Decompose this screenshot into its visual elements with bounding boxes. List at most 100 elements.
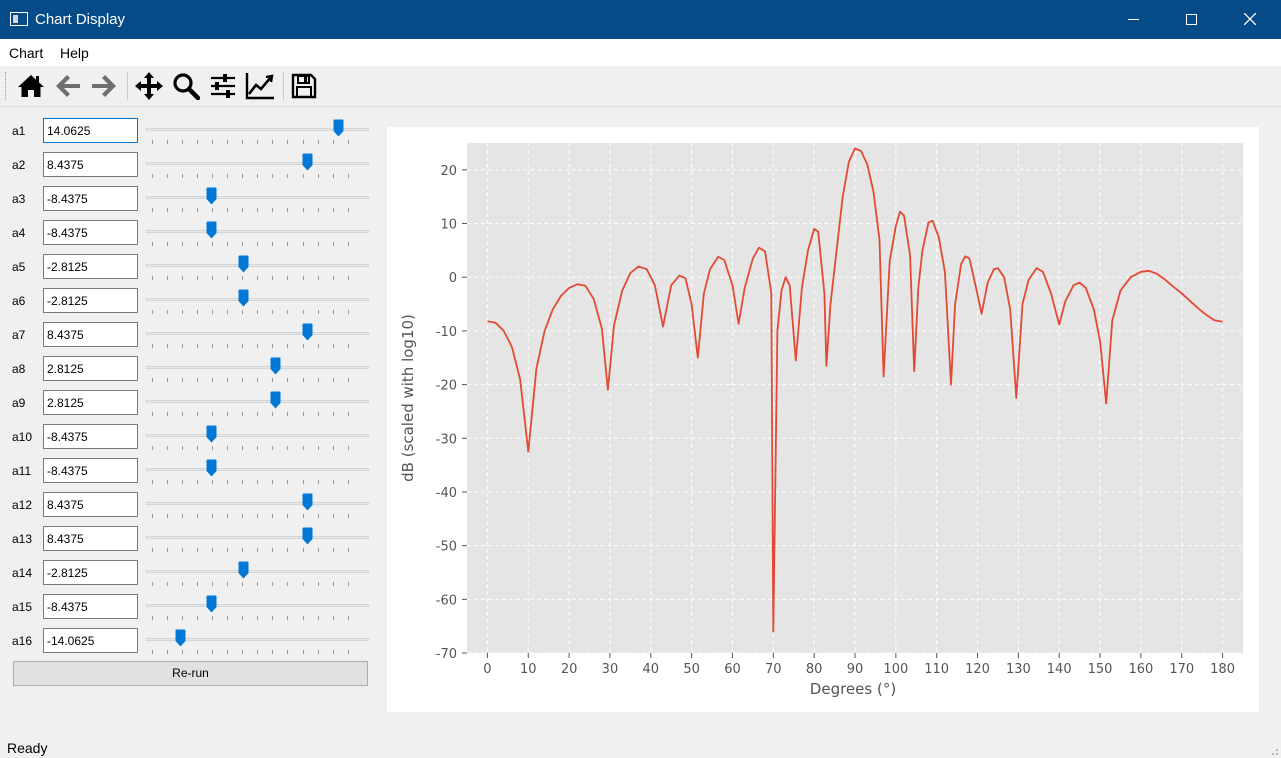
param-slider[interactable] bbox=[146, 527, 369, 554]
slider-tick bbox=[347, 480, 349, 484]
back-button[interactable] bbox=[52, 70, 84, 102]
param-slider[interactable] bbox=[146, 153, 369, 180]
slider-handle[interactable] bbox=[175, 629, 186, 647]
param-value-field[interactable] bbox=[43, 254, 138, 279]
forward-button[interactable] bbox=[88, 70, 120, 102]
slider-track[interactable] bbox=[146, 604, 369, 607]
param-value-field[interactable] bbox=[43, 118, 138, 143]
slider-track[interactable] bbox=[146, 196, 369, 199]
slider-track[interactable] bbox=[146, 162, 369, 165]
slider-tick bbox=[332, 446, 334, 450]
save-button[interactable] bbox=[288, 70, 320, 102]
slider-track[interactable] bbox=[146, 570, 369, 573]
slider-track[interactable] bbox=[146, 264, 369, 267]
param-value-field[interactable] bbox=[43, 356, 138, 381]
close-button[interactable] bbox=[1221, 0, 1279, 39]
slider-handle[interactable] bbox=[238, 561, 249, 579]
param-value-field[interactable] bbox=[43, 526, 138, 551]
param-slider[interactable] bbox=[146, 595, 369, 622]
slider-handle[interactable] bbox=[302, 493, 313, 511]
rerun-button[interactable]: Re-run bbox=[13, 661, 368, 686]
slider-tick bbox=[347, 242, 349, 246]
param-slider[interactable] bbox=[146, 255, 369, 282]
slider-tick bbox=[257, 514, 259, 518]
slider-tick bbox=[242, 514, 244, 518]
slider-handle[interactable] bbox=[206, 425, 217, 443]
slider-handle[interactable] bbox=[302, 527, 313, 545]
param-value-field[interactable] bbox=[43, 288, 138, 313]
param-value-field[interactable] bbox=[43, 458, 138, 483]
menu-help[interactable]: Help bbox=[60, 45, 89, 61]
slider-tick bbox=[167, 276, 169, 280]
slider-tick bbox=[167, 616, 169, 620]
slider-handle[interactable] bbox=[302, 323, 313, 341]
menu-chart[interactable]: Chart bbox=[9, 45, 44, 61]
slider-handle[interactable] bbox=[206, 595, 217, 613]
edit-axis-icon bbox=[245, 73, 274, 100]
slider-tick bbox=[242, 242, 244, 246]
param-value-field[interactable] bbox=[43, 220, 138, 245]
slider-track[interactable] bbox=[146, 468, 369, 471]
param-slider[interactable] bbox=[146, 221, 369, 248]
slider-track[interactable] bbox=[146, 230, 369, 233]
slider-tick bbox=[182, 378, 184, 382]
param-slider[interactable] bbox=[146, 391, 369, 418]
slider-track[interactable] bbox=[146, 638, 369, 641]
param-value-field[interactable] bbox=[43, 424, 138, 449]
slider-handle[interactable] bbox=[238, 289, 249, 307]
slider-tick bbox=[152, 616, 153, 620]
slider-tick bbox=[182, 208, 184, 212]
slider-handle[interactable] bbox=[302, 153, 313, 171]
slider-handle[interactable] bbox=[270, 391, 281, 409]
resize-grip-icon[interactable] bbox=[1269, 746, 1279, 756]
param-slider[interactable] bbox=[146, 323, 369, 350]
slider-tick bbox=[347, 140, 349, 144]
slider-handle[interactable] bbox=[206, 221, 217, 239]
slider-track[interactable] bbox=[146, 434, 369, 437]
param-value-field[interactable] bbox=[43, 152, 138, 177]
param-value-field[interactable] bbox=[43, 628, 138, 653]
param-value-field[interactable] bbox=[43, 322, 138, 347]
slider-tick bbox=[167, 446, 169, 450]
param-slider[interactable] bbox=[146, 493, 369, 520]
param-slider[interactable] bbox=[146, 425, 369, 452]
slider-handle[interactable] bbox=[270, 357, 281, 375]
maximize-button[interactable] bbox=[1162, 0, 1220, 39]
param-slider[interactable] bbox=[146, 629, 369, 656]
slider-tick bbox=[152, 582, 153, 586]
param-value-field[interactable] bbox=[43, 594, 138, 619]
slider-handle[interactable] bbox=[206, 187, 217, 205]
configure-subplots-button[interactable] bbox=[207, 70, 239, 102]
param-slider[interactable] bbox=[146, 187, 369, 214]
pan-button[interactable] bbox=[133, 70, 165, 102]
slider-tick bbox=[197, 412, 199, 416]
slider-track[interactable] bbox=[146, 536, 369, 539]
minimize-button[interactable] bbox=[1104, 0, 1162, 39]
x-tick-label: 90 bbox=[847, 662, 864, 677]
slider-track[interactable] bbox=[146, 400, 369, 403]
slider-track[interactable] bbox=[146, 332, 369, 335]
x-tick-label: 180 bbox=[1210, 662, 1235, 677]
slider-handle[interactable] bbox=[238, 255, 249, 273]
edit-axis-button[interactable] bbox=[244, 70, 276, 102]
slider-tick bbox=[242, 276, 244, 280]
param-value-field[interactable] bbox=[43, 492, 138, 517]
param-slider[interactable] bbox=[146, 459, 369, 486]
slider-track[interactable] bbox=[146, 502, 369, 505]
slider-handle[interactable] bbox=[333, 119, 344, 137]
home-button[interactable] bbox=[15, 70, 47, 102]
slider-track[interactable] bbox=[146, 366, 369, 369]
param-slider[interactable] bbox=[146, 561, 369, 588]
param-value-field[interactable] bbox=[43, 390, 138, 415]
slider-tick bbox=[332, 344, 334, 348]
param-slider[interactable] bbox=[146, 357, 369, 384]
slider-track[interactable] bbox=[146, 298, 369, 301]
param-value-field[interactable] bbox=[43, 560, 138, 585]
zoom-button[interactable] bbox=[170, 70, 202, 102]
param-slider[interactable] bbox=[146, 119, 369, 146]
slider-handle[interactable] bbox=[206, 459, 217, 477]
toolbar-grip[interactable] bbox=[5, 72, 8, 100]
slider-track[interactable] bbox=[146, 128, 369, 131]
param-slider[interactable] bbox=[146, 289, 369, 316]
param-value-field[interactable] bbox=[43, 186, 138, 211]
